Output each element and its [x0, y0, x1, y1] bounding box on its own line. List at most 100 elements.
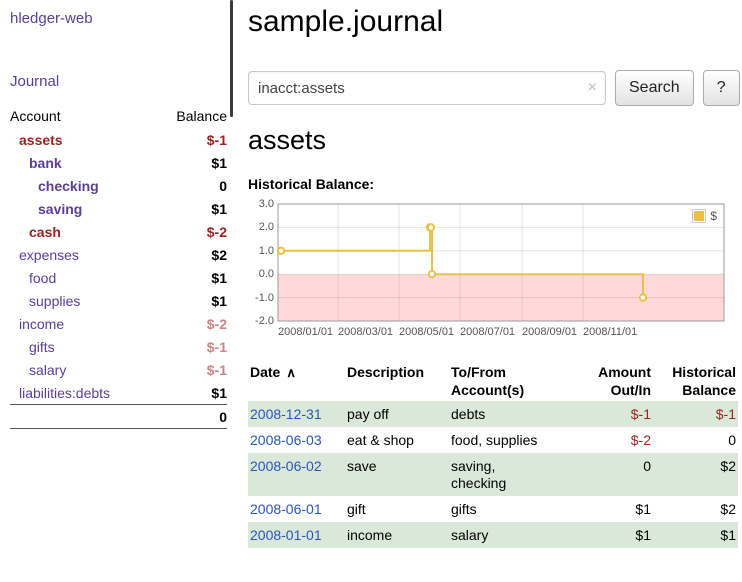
sidebar-account-balance: $-1 [206, 361, 227, 378]
sidebar-account-link[interactable]: saving [38, 200, 83, 217]
sidebar-account-balance: $1 [211, 154, 227, 171]
register-cell-accounts: debts [449, 401, 581, 427]
sidebar-account-name-cell: saving [10, 197, 154, 220]
x-axis-tick-label: 2008/11/01 [583, 326, 638, 338]
description-header-label: Description [347, 364, 425, 380]
sidebar-account-link[interactable]: expenses [19, 246, 79, 263]
register-cell-date: 2008-06-02 [248, 453, 345, 496]
search-button[interactable]: Search [615, 70, 694, 106]
sidebar-scrollbar[interactable] [230, 0, 233, 117]
y-axis-tick-label: -2.0 [255, 315, 274, 327]
register-cell-accounts: gifts [449, 496, 581, 522]
transaction-date-link[interactable]: 2008-01-01 [250, 526, 322, 543]
sidebar-account-name-cell: bank [10, 151, 154, 174]
register-row: 2008-06-02 save saving, checking 0 $2 [248, 453, 738, 496]
accounts-header-balance: Balance [176, 108, 227, 124]
app-brand-link[interactable]: hledger-web [10, 10, 93, 27]
register-cell-accounts: saving, checking [449, 453, 581, 496]
register-account-line: food, supplies [451, 431, 538, 448]
transaction-date-link[interactable]: 2008-06-01 [250, 500, 322, 517]
y-axis-tick-label: 0.0 [258, 268, 274, 281]
date-header-label: Date [250, 364, 281, 380]
sidebar-account-name-cell: gifts [10, 335, 154, 358]
register-row: 2008-12-31 pay off debts $-1 $-1 [248, 401, 738, 427]
accounts-header-row: Account Balance [10, 104, 227, 128]
help-button[interactable]: ? [702, 70, 740, 106]
x-axis-tick-label: 2008/01/01 [278, 326, 334, 338]
register-row: 2008-06-01 gift gifts $1 $2 [248, 496, 738, 522]
sidebar-account-link[interactable]: food [29, 269, 57, 286]
search-bar: × Search ? [248, 70, 742, 106]
register-cell-date: 2008-12-31 [248, 401, 345, 427]
legend-swatch-icon [692, 209, 707, 223]
sidebar-account-row: food $1 [10, 266, 227, 289]
legend-label: $ [710, 209, 717, 223]
sidebar-account-balance: $1 [211, 384, 227, 401]
sidebar-account-name-cell: supplies [10, 289, 154, 312]
transaction-date-link[interactable]: 2008-06-03 [250, 431, 322, 448]
balance-chart-plot [276, 203, 725, 322]
register-cell-description: pay off [347, 405, 389, 422]
x-axis-tick-label: 2008/03/01 [338, 326, 394, 338]
sidebar-account-name-cell: expenses [10, 243, 154, 266]
register-cell-description: save [347, 457, 377, 474]
transaction-date-link[interactable]: 2008-12-31 [250, 405, 322, 422]
sidebar-account-balance: $-2 [206, 223, 227, 240]
y-axis-tick-label: 2.0 [258, 221, 274, 234]
register-header-amount: Amount Out/In [581, 361, 653, 401]
register-cell-balance: $-1 [715, 405, 736, 422]
search-input-wrap: × [248, 71, 606, 105]
sidebar-account-name-cell: assets [10, 128, 154, 151]
account-title: assets [248, 125, 327, 155]
register-account-line: debts [451, 405, 486, 422]
sidebar-account-link[interactable]: liabilities:debts [19, 384, 111, 401]
register-account-line: salary [451, 526, 489, 543]
sidebar-account-row: supplies $1 [10, 289, 227, 312]
register-cell-amount: $1 [635, 526, 651, 543]
register-cell-amount: $1 [635, 500, 651, 517]
register-cell-date: 2008-06-03 [248, 427, 345, 453]
sidebar-account-balance: $1 [211, 200, 227, 217]
register-table: Date ∧ Description To/From Account(s) Amo… [248, 361, 738, 548]
register-cell-amount: 0 [643, 457, 651, 474]
register-cell-accounts: food, supplies [449, 427, 581, 453]
nav: Journal [10, 73, 227, 90]
accounts-total-spacer [10, 404, 155, 429]
accounts-header-line2: Account(s) [451, 382, 525, 398]
register-row: 2008-06-03 eat & shop food, supplies $-2 0 [248, 427, 738, 453]
sidebar-account-balance: 0 [219, 177, 227, 194]
sidebar-account-link[interactable]: assets [19, 131, 63, 148]
register-account-line: checking [451, 474, 507, 491]
register-account-line: saving, [451, 457, 496, 474]
sidebar-account-row: bank $1 [10, 151, 227, 174]
sidebar-account-balance: $-1 [206, 338, 227, 355]
sidebar-account-link[interactable]: gifts [29, 338, 55, 355]
sidebar-account-link[interactable]: bank [29, 154, 62, 171]
sidebar-account-link[interactable]: income [19, 315, 65, 332]
chart-heading: Historical Balance: [248, 176, 375, 192]
accounts-header-account: Account [10, 108, 61, 124]
transaction-date-link[interactable]: 2008-06-02 [250, 457, 322, 474]
nav-journal-link[interactable]: Journal [10, 73, 60, 90]
register-cell-description: gift [347, 500, 366, 517]
sidebar-account-name-cell: income [10, 312, 154, 335]
sidebar-account-link[interactable]: cash [29, 223, 61, 240]
sidebar-account-name-cell: food [10, 266, 154, 289]
sidebar-account-name-cell: cash [10, 220, 154, 243]
sidebar-account-link[interactable]: checking [38, 177, 99, 194]
register-cell-date: 2008-01-01 [248, 522, 345, 548]
balance-chart: 3.0 2.0 1.0 0.0 -1.0 -2.0 2008/01/01 2008/03/01… [248, 198, 726, 345]
sidebar-account-link[interactable]: salary [29, 361, 67, 378]
sidebar-account-row: checking 0 [10, 174, 227, 197]
accounts-table: Account Balance assets $-1 bank $1 checking 0… [10, 104, 227, 429]
sidebar-account-name-cell: salary [10, 358, 154, 381]
sidebar-account-link[interactable]: supplies [29, 292, 81, 309]
sidebar-account-row: saving $1 [10, 197, 227, 220]
sidebar-account-balance: $-1 [206, 131, 227, 148]
sidebar-account-balance: $-2 [206, 315, 227, 332]
x-axis-tick-label: 2008/07/01 [460, 326, 516, 338]
register-header-date[interactable]: Date ∧ [248, 361, 345, 401]
register-cell-amount: $-2 [630, 431, 651, 448]
search-input[interactable] [248, 71, 606, 105]
clear-search-icon[interactable]: × [587, 79, 597, 96]
